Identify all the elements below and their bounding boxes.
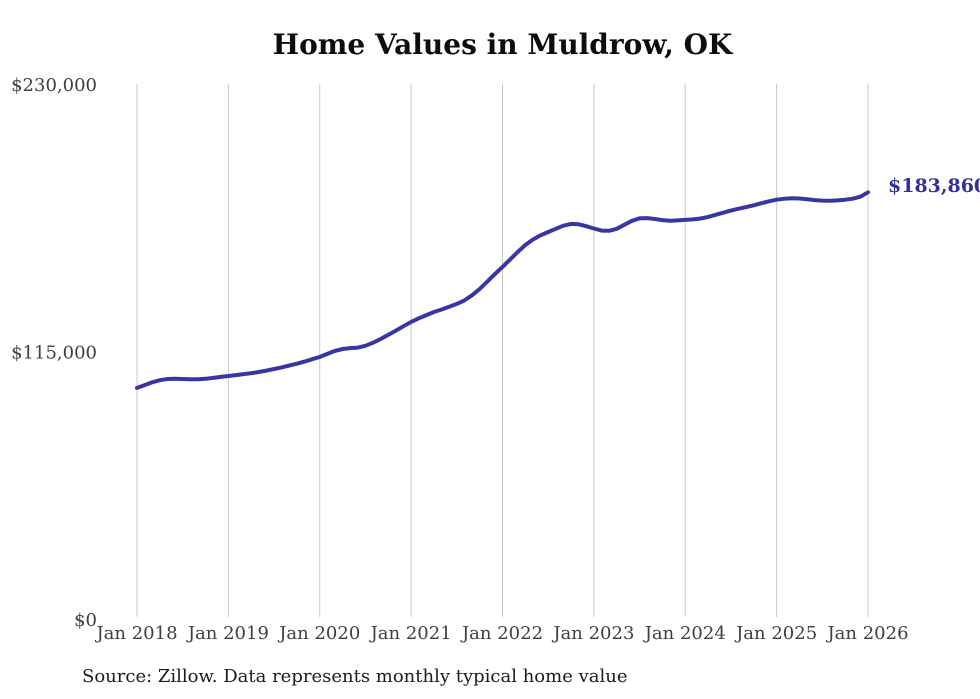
x-axis-tick-label: Jan 2020 [277, 623, 360, 644]
x-axis-tick-label: Jan 2019 [186, 623, 269, 644]
latest-value-label: $183,860 [888, 175, 980, 197]
x-axis-tick-label: Jan 2018 [94, 623, 177, 644]
chart-title: Home Values in Muldrow, OK [272, 28, 733, 61]
x-axis-tick-label: Jan 2026 [825, 623, 908, 644]
y-axis-tick-label: $0 [74, 610, 97, 631]
x-axis-tick-label: Jan 2024 [643, 623, 726, 644]
home-value-line [135, 190, 870, 390]
x-axis-tick-label: Jan 2022 [460, 623, 543, 644]
x-axis-tick-label: Jan 2023 [551, 623, 634, 644]
x-axis-tick-label: Jan 2021 [369, 623, 452, 644]
y-axis-tick-label: $115,000 [11, 343, 97, 364]
source-note: Source: Zillow. Data represents monthly … [82, 666, 628, 687]
x-axis-tick-label: Jan 2025 [734, 623, 817, 644]
y-axis-tick-label: $230,000 [11, 75, 97, 96]
